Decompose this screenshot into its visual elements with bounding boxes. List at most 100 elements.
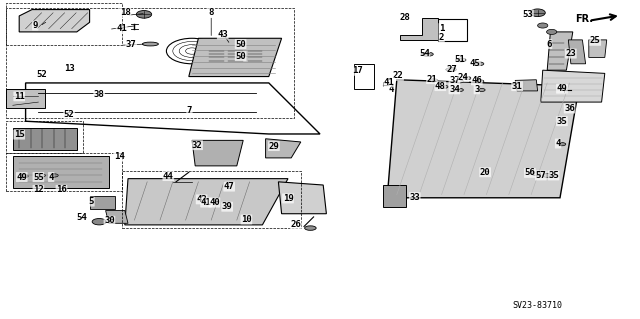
Text: 2: 2 (439, 33, 444, 42)
Text: 29: 29 (269, 142, 279, 151)
Text: 18: 18 (120, 8, 131, 17)
Text: 4: 4 (389, 85, 394, 94)
Text: 56: 56 (525, 168, 535, 177)
Polygon shape (568, 40, 586, 64)
Text: 4: 4 (556, 139, 561, 148)
Polygon shape (6, 89, 45, 108)
Text: FR.: FR. (575, 14, 593, 24)
Text: 5: 5 (89, 197, 94, 206)
Ellipse shape (430, 79, 438, 82)
Polygon shape (125, 179, 288, 225)
Text: 23: 23 (566, 49, 576, 58)
Polygon shape (515, 80, 538, 91)
Text: 33: 33 (410, 193, 420, 202)
Text: 48: 48 (435, 82, 445, 91)
Text: 52: 52 (64, 110, 74, 119)
Polygon shape (383, 185, 406, 207)
Ellipse shape (477, 88, 485, 92)
Text: 12: 12 (33, 185, 44, 194)
Text: 14: 14 (114, 152, 124, 161)
Text: 27: 27 (447, 65, 457, 74)
Text: 45: 45 (470, 59, 480, 68)
Text: 35: 35 (548, 171, 559, 180)
Polygon shape (189, 38, 282, 77)
Ellipse shape (142, 42, 158, 46)
Text: 22: 22 (393, 71, 403, 80)
Ellipse shape (463, 77, 471, 80)
Polygon shape (387, 80, 579, 198)
Text: 37: 37 (449, 76, 460, 85)
Ellipse shape (51, 174, 58, 177)
Text: 11: 11 (14, 92, 24, 101)
Text: 55: 55 (33, 173, 44, 182)
Text: 54: 54 (77, 213, 87, 222)
Polygon shape (13, 156, 109, 188)
Text: 41: 41 (201, 198, 211, 207)
Text: 49: 49 (557, 84, 567, 93)
Polygon shape (90, 196, 115, 209)
Text: 13: 13 (64, 64, 74, 73)
Polygon shape (589, 40, 607, 57)
Text: 32: 32 (192, 141, 202, 150)
Polygon shape (547, 32, 573, 70)
Text: 50: 50 (236, 52, 246, 61)
Circle shape (530, 9, 545, 17)
Text: 26: 26 (291, 220, 301, 229)
Ellipse shape (422, 52, 433, 56)
Text: 28: 28 (399, 13, 410, 22)
Polygon shape (19, 10, 90, 32)
Text: 3: 3 (474, 85, 479, 94)
Ellipse shape (446, 68, 456, 71)
Polygon shape (400, 18, 438, 40)
Text: 37: 37 (126, 40, 136, 48)
Ellipse shape (456, 80, 463, 83)
Ellipse shape (476, 80, 484, 83)
Ellipse shape (474, 62, 484, 66)
Text: SV23-83710: SV23-83710 (512, 301, 562, 310)
Text: 30: 30 (104, 216, 115, 225)
Ellipse shape (456, 58, 466, 62)
Ellipse shape (92, 219, 106, 225)
Ellipse shape (456, 88, 463, 92)
Polygon shape (541, 70, 605, 102)
Text: 41: 41 (384, 78, 394, 87)
Text: 40: 40 (209, 198, 220, 207)
Text: 49: 49 (17, 173, 27, 182)
Text: 36: 36 (564, 104, 575, 113)
Text: 7: 7 (187, 106, 192, 115)
Text: 44: 44 (163, 172, 173, 181)
Text: 25: 25 (590, 36, 600, 45)
Text: 19: 19 (283, 194, 293, 203)
Text: 35: 35 (557, 117, 567, 126)
Text: 39: 39 (222, 202, 232, 211)
Polygon shape (106, 211, 128, 223)
Polygon shape (13, 128, 77, 150)
Text: 34: 34 (449, 85, 460, 94)
Polygon shape (266, 139, 301, 158)
Ellipse shape (38, 174, 45, 177)
Circle shape (538, 23, 548, 28)
Text: 47: 47 (224, 182, 234, 191)
Polygon shape (192, 140, 243, 166)
Text: 4: 4 (49, 173, 54, 182)
Text: 52: 52 (36, 70, 47, 78)
Text: 42: 42 (196, 195, 207, 204)
Circle shape (547, 29, 557, 34)
Ellipse shape (305, 226, 316, 230)
Text: 46: 46 (472, 76, 482, 85)
Text: 8: 8 (209, 8, 214, 17)
Text: 6: 6 (547, 40, 552, 48)
Text: 57: 57 (536, 171, 546, 180)
Text: 21: 21 (427, 75, 437, 84)
Ellipse shape (532, 172, 541, 176)
Text: 53: 53 (523, 10, 533, 19)
Polygon shape (278, 182, 326, 214)
Ellipse shape (20, 174, 28, 178)
Text: 20: 20 (480, 168, 490, 177)
Circle shape (136, 11, 152, 18)
Ellipse shape (440, 85, 448, 88)
Text: 15: 15 (14, 130, 24, 139)
Text: 1: 1 (439, 24, 444, 33)
Text: 54: 54 (419, 49, 429, 58)
Text: 31: 31 (512, 82, 522, 91)
